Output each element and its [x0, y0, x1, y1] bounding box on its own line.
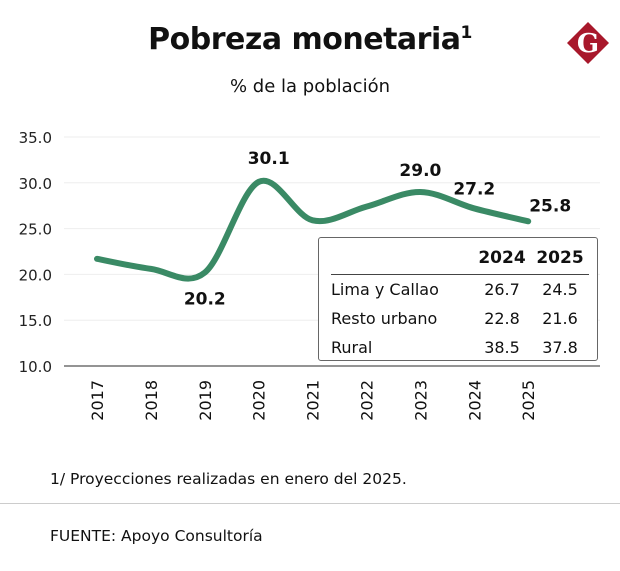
logo-icon: G [567, 22, 609, 64]
row-label: Rural [331, 338, 373, 357]
divider [0, 503, 620, 504]
x-tick-label: 2022 [358, 380, 377, 421]
data-table: 2024 2025 Lima y Callao 26.7 24.5 Resto urb… [318, 237, 598, 361]
x-tick-label: 2025 [519, 380, 538, 421]
cell: 21.6 [542, 309, 578, 328]
x-tick-label: 2020 [250, 380, 269, 421]
data-label: 20.2 [184, 290, 226, 310]
cell: 37.8 [542, 338, 578, 357]
chart-title: Pobreza monetaria1 [0, 22, 620, 57]
data-label: 30.1 [248, 149, 290, 169]
chart-subtitle: % de la población [229, 76, 390, 97]
data-label: 25.8 [529, 196, 571, 216]
y-tick-label: 20.0 [19, 266, 52, 284]
cell: 26.7 [484, 280, 520, 299]
x-tick-label: 2023 [411, 380, 430, 421]
data-label: 29.0 [399, 161, 441, 181]
x-tick-label: 2024 [465, 380, 484, 421]
table-row: Rural 38.5 37.8 [331, 333, 589, 362]
cell: 38.5 [484, 338, 520, 357]
footnote: 1/ Proyecciones realizadas en enero del … [50, 470, 407, 488]
row-label: Resto urbano [331, 309, 438, 328]
data-label: 27.2 [453, 179, 495, 199]
table-header: 2024 [473, 242, 531, 275]
line-chart: 10.0 15.0 20.0 25.0 30.0 35.0 2017 2018 2019 2020… [19, 129, 600, 421]
svg-text:G: G [577, 29, 599, 59]
title-text: Pobreza monetaria [148, 22, 461, 57]
y-tick-label: 25.0 [19, 221, 52, 239]
x-tick-label: 2021 [304, 380, 323, 421]
source: FUENTE: Apoyo Consultoría [50, 527, 263, 545]
y-tick-label: 30.0 [19, 175, 52, 193]
y-tick-label: 15.0 [19, 312, 52, 330]
x-tick-label: 2018 [142, 380, 161, 421]
table-row: Lima y Callao 26.7 24.5 [331, 275, 589, 305]
series-line [94, 177, 532, 282]
y-tick-label: 10.0 [19, 358, 52, 376]
x-tick-label: 2019 [196, 380, 215, 421]
title-footnote-mark: 1 [460, 23, 473, 43]
table-header: 2025 [531, 242, 589, 275]
x-tick-label: 2017 [88, 380, 107, 421]
table-row: Resto urbano 22.8 21.6 [331, 304, 589, 333]
y-tick-label: 35.0 [19, 129, 52, 147]
cell: 24.5 [542, 280, 578, 299]
cell: 22.8 [484, 309, 520, 328]
row-label: Lima y Callao [331, 280, 439, 299]
table-header-blank [331, 242, 473, 275]
